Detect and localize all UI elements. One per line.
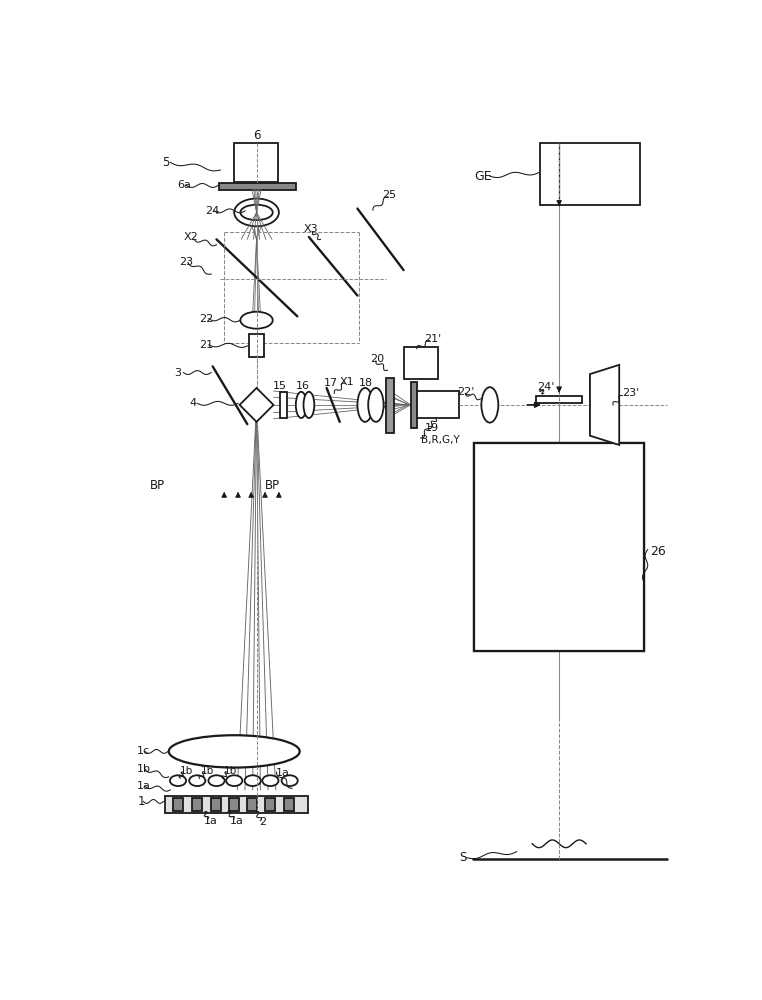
Text: 21: 21 (200, 340, 213, 350)
Text: 16: 16 (296, 381, 310, 391)
Text: X2: X2 (184, 232, 199, 242)
Polygon shape (590, 365, 620, 445)
Ellipse shape (170, 775, 186, 786)
Bar (540, 143, 640, 205)
Ellipse shape (357, 388, 373, 422)
Text: BP: BP (149, 479, 165, 492)
Bar (265, 798, 275, 811)
Text: GE: GE (475, 170, 492, 183)
Text: 15: 15 (273, 381, 287, 391)
Bar (284, 798, 294, 811)
Bar (411, 382, 417, 428)
Text: 26: 26 (650, 545, 666, 558)
Ellipse shape (245, 775, 261, 786)
Text: 20: 20 (370, 354, 385, 364)
Ellipse shape (240, 312, 273, 329)
Bar (475, 443, 644, 651)
Text: 1b: 1b (201, 766, 214, 776)
Text: BP: BP (265, 479, 280, 492)
Text: 22': 22' (457, 387, 475, 397)
Text: 1a: 1a (276, 768, 290, 778)
Ellipse shape (209, 775, 225, 786)
Bar (229, 798, 239, 811)
Text: 5: 5 (162, 156, 170, 169)
Bar (192, 798, 202, 811)
Bar (386, 378, 395, 433)
Text: 1c: 1c (137, 746, 150, 756)
Text: B,R,G,Y: B,R,G,Y (421, 435, 459, 445)
Ellipse shape (282, 775, 298, 786)
Bar (475, 443, 644, 651)
Text: X1: X1 (340, 377, 354, 387)
Text: S: S (459, 851, 466, 864)
Text: 1a: 1a (229, 816, 244, 826)
Bar (211, 798, 221, 811)
Bar (219, 183, 296, 190)
Ellipse shape (168, 735, 299, 768)
Text: X3: X3 (303, 224, 319, 234)
Text: 1b: 1b (180, 766, 193, 776)
Ellipse shape (262, 775, 278, 786)
Bar (173, 798, 183, 811)
Ellipse shape (240, 205, 273, 220)
Text: 17: 17 (325, 378, 338, 388)
Text: 4: 4 (190, 398, 197, 408)
Ellipse shape (482, 387, 498, 423)
Text: 6a: 6a (178, 180, 191, 190)
Text: 24: 24 (205, 206, 219, 216)
Text: 1a: 1a (203, 816, 217, 826)
Text: 18: 18 (359, 378, 373, 388)
Text: 1b: 1b (137, 764, 151, 774)
Text: 2: 2 (259, 817, 266, 827)
Bar (249, 334, 264, 357)
Bar (404, 347, 438, 379)
Text: 22: 22 (200, 314, 214, 324)
Text: 1b: 1b (223, 766, 237, 776)
Polygon shape (239, 388, 274, 422)
Ellipse shape (189, 775, 205, 786)
Text: 21': 21' (424, 334, 442, 344)
Bar (417, 391, 459, 418)
Ellipse shape (296, 392, 306, 418)
Bar (248, 798, 258, 811)
Text: 1: 1 (137, 795, 145, 808)
Ellipse shape (303, 392, 314, 418)
Text: 19: 19 (425, 423, 440, 433)
Bar (536, 396, 582, 403)
Ellipse shape (226, 775, 242, 786)
Text: 23: 23 (179, 257, 193, 267)
Bar (165, 796, 308, 813)
Text: 6: 6 (253, 129, 261, 142)
Text: 1a: 1a (137, 781, 151, 791)
Bar (234, 143, 278, 182)
Ellipse shape (234, 199, 279, 226)
Text: 25: 25 (382, 190, 396, 200)
Ellipse shape (368, 388, 383, 422)
Text: 3: 3 (174, 368, 181, 378)
Text: 24': 24' (538, 382, 555, 392)
Text: 23': 23' (623, 388, 639, 398)
Bar (280, 392, 287, 418)
